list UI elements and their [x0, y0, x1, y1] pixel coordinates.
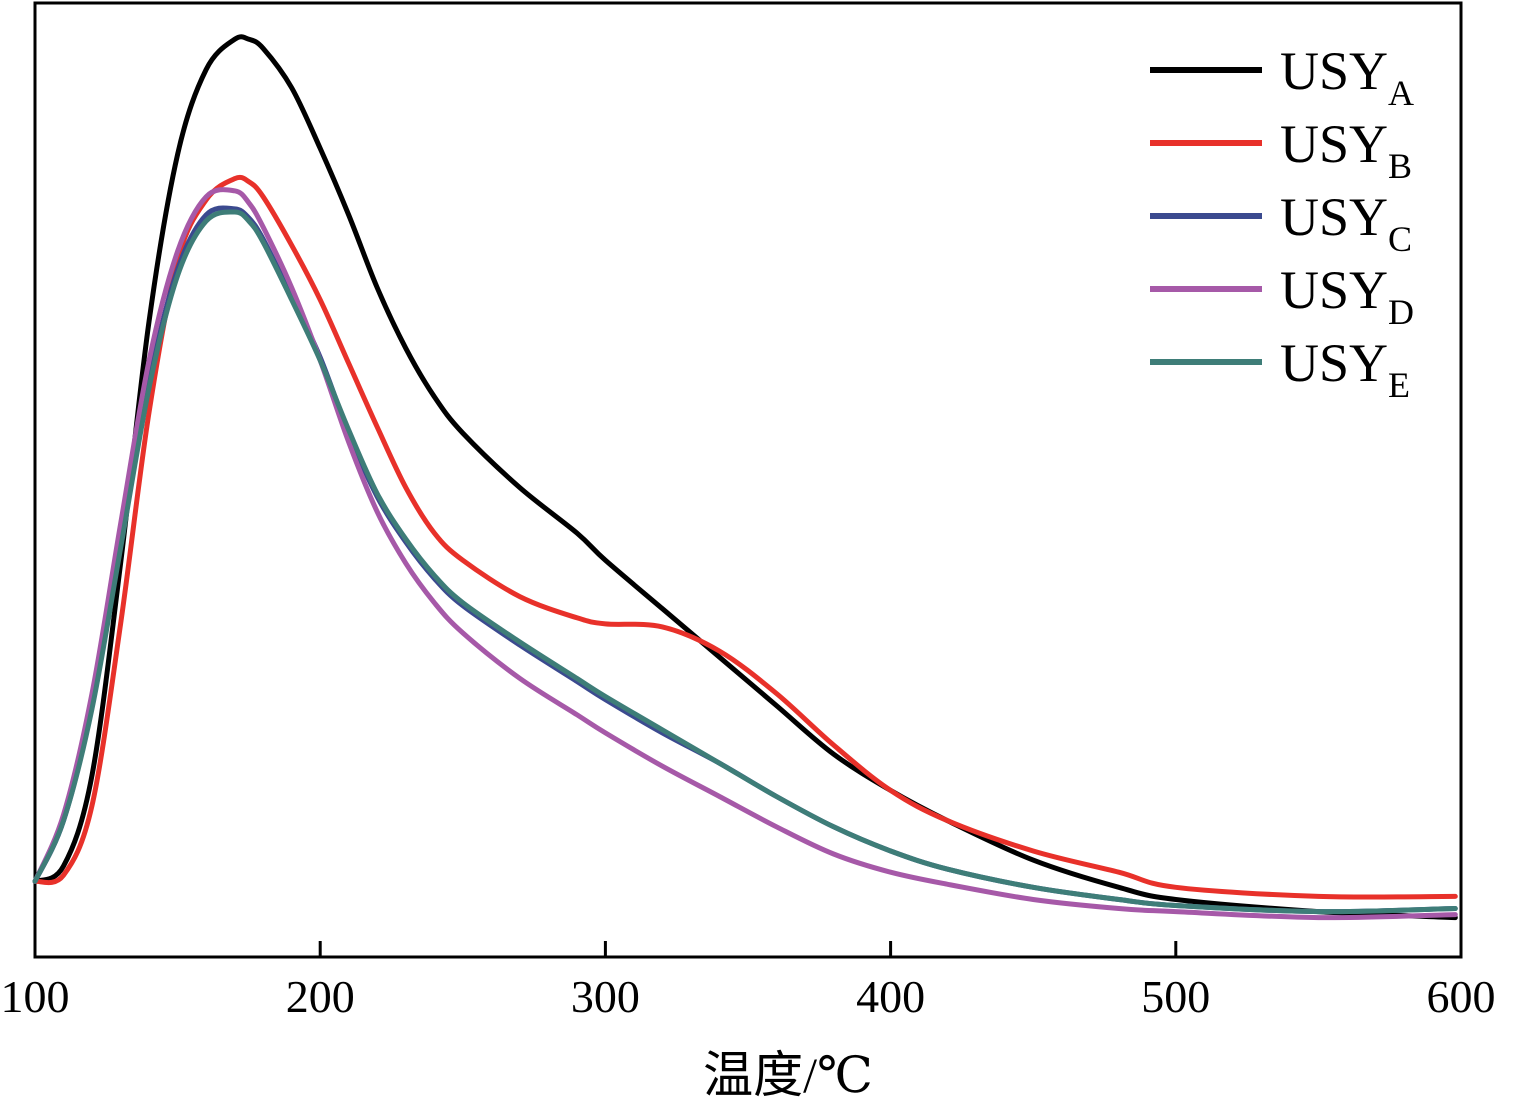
x-axis-ticks [33, 941, 1463, 957]
legend-label-b: USYB [1280, 114, 1412, 186]
series-line-usy-b [32, 174, 1458, 900]
series-line-usy-a [32, 34, 1458, 921]
x-tick-label-400: 400 [856, 971, 925, 1022]
legend-label-e: USYE [1280, 333, 1410, 405]
x-tick-label-500: 500 [1141, 971, 1210, 1022]
legend-label-c: USYC [1280, 187, 1412, 259]
series-line-usy-e [32, 209, 1458, 915]
x-tick-label-100: 100 [1, 971, 70, 1022]
x-axis-title: 温度/℃ [703, 1047, 873, 1103]
plot-frame [33, 1, 1463, 959]
legend-label-d: USYD [1280, 260, 1414, 332]
series-line-usy-d [32, 187, 1458, 921]
x-axis-tick-labels: 100 200 300 400 500 600 [1, 971, 1496, 1022]
x-tick-label-300: 300 [571, 971, 640, 1022]
legend-label-a: USYA [1280, 41, 1414, 113]
series-line-usy-c [32, 205, 1458, 915]
x-tick-label-200: 200 [286, 971, 355, 1022]
series-lines [32, 34, 1458, 921]
x-tick-label-600: 600 [1427, 971, 1496, 1022]
